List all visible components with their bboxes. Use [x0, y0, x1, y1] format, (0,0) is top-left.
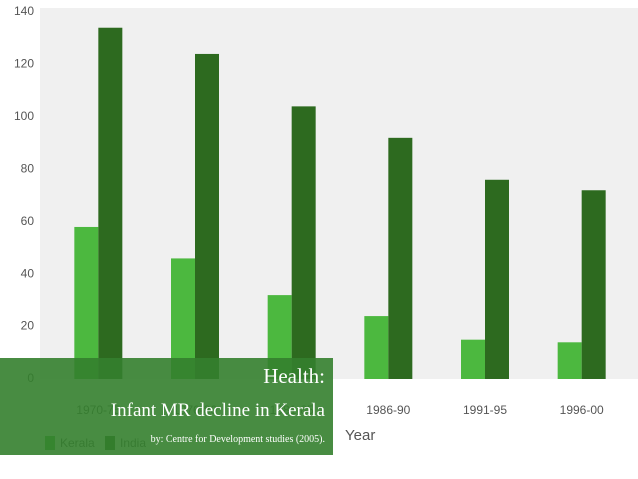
- x-axis-label: Year: [345, 427, 375, 444]
- bar: [364, 316, 389, 379]
- y-tick-label: 60: [21, 214, 35, 228]
- x-tick-label: 1996-00: [560, 403, 604, 417]
- bar: [557, 342, 582, 379]
- y-tick-label: 120: [14, 57, 34, 71]
- y-tick-label: 80: [21, 161, 35, 175]
- plot-background: [40, 8, 638, 379]
- caption-title: Infant MR decline in Kerala: [110, 400, 325, 421]
- caption-heading: Health:: [263, 364, 325, 388]
- bar: [485, 179, 509, 379]
- x-tick-label: 1991-95: [463, 403, 507, 417]
- bar: [291, 106, 316, 379]
- y-tick-label: 100: [14, 109, 34, 123]
- bar: [74, 226, 99, 379]
- bar: [98, 27, 123, 379]
- bar: [195, 53, 219, 379]
- y-tick-label: 140: [14, 4, 34, 18]
- x-tick-label: 1986-90: [366, 403, 410, 417]
- bar: [388, 137, 413, 379]
- caption-box: Health: Infant MR decline in Kerala by: …: [0, 358, 333, 455]
- bar: [581, 190, 606, 379]
- y-tick-label: 40: [21, 266, 35, 280]
- caption-source: by: Centre for Development studies (2005…: [150, 434, 325, 445]
- bar: [461, 339, 485, 379]
- y-tick-label: 20: [21, 319, 35, 333]
